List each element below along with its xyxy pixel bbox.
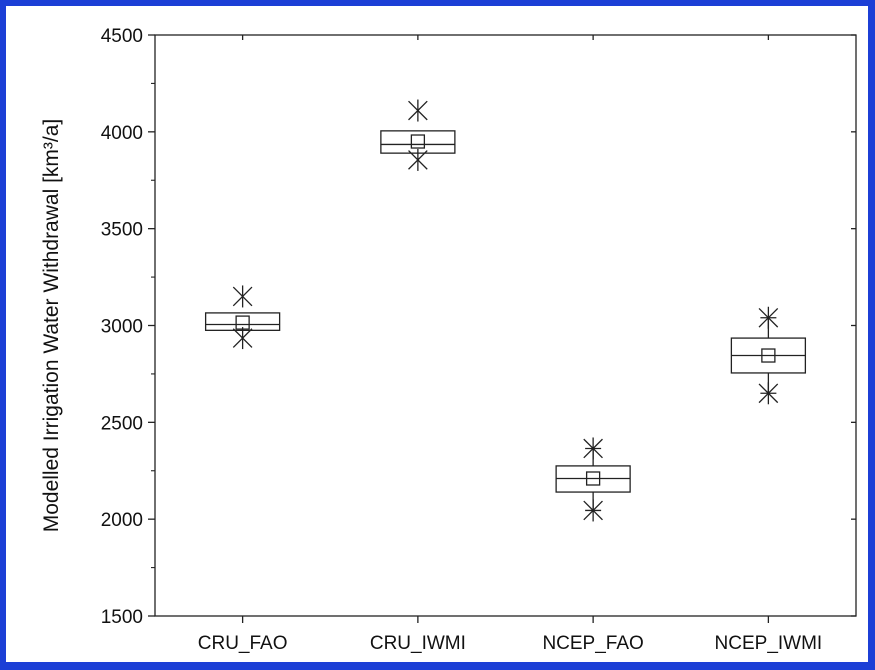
x-tick-label: CRU_IWMI	[370, 633, 466, 654]
y-tick-label: 2500	[101, 413, 143, 434]
max-marker	[758, 306, 779, 329]
min-marker	[758, 382, 779, 405]
min-marker	[583, 499, 603, 522]
box-ncep-fao	[555, 437, 631, 522]
max-marker	[583, 437, 603, 460]
y-tick-label: 2000	[101, 510, 143, 531]
x-axis: CRU_FAO CRU_IWMI NCEP_FAO NCEP_IWMI	[198, 35, 822, 654]
max-marker	[408, 99, 428, 122]
min-marker	[232, 327, 253, 350]
x-tick-label: NCEP_FAO	[542, 633, 643, 654]
mean-marker	[410, 134, 426, 149]
box-cru-fao	[204, 285, 281, 350]
y-tick-label: 3000	[101, 317, 143, 338]
plot-border	[154, 34, 857, 617]
box-cru-iwmi	[380, 99, 456, 171]
chart-frame: 1500 2000 2500 3000 3500 4000 4500 CRU_FAO CRU_…	[6, 6, 868, 662]
y-tick-label: 3500	[101, 220, 143, 241]
plot-area	[154, 34, 857, 617]
y-tick-label: 1500	[101, 607, 143, 628]
y-axis: 1500 2000 2500 3000 3500 4000 4500	[101, 26, 856, 628]
mean-marker	[585, 471, 601, 486]
min-marker	[408, 148, 428, 171]
x-tick-label: NCEP_IWMI	[715, 633, 823, 654]
max-marker	[232, 285, 253, 308]
box-series	[204, 99, 807, 522]
y-tick-label: 4000	[101, 123, 143, 144]
box-ncep-iwmi	[730, 306, 807, 405]
mean-marker	[761, 348, 776, 363]
y-axis-title: Modelled Irrigation Water Withdrawal [km…	[40, 119, 63, 533]
y-tick-label: 4500	[101, 26, 143, 47]
x-tick-label: CRU_FAO	[198, 633, 288, 654]
